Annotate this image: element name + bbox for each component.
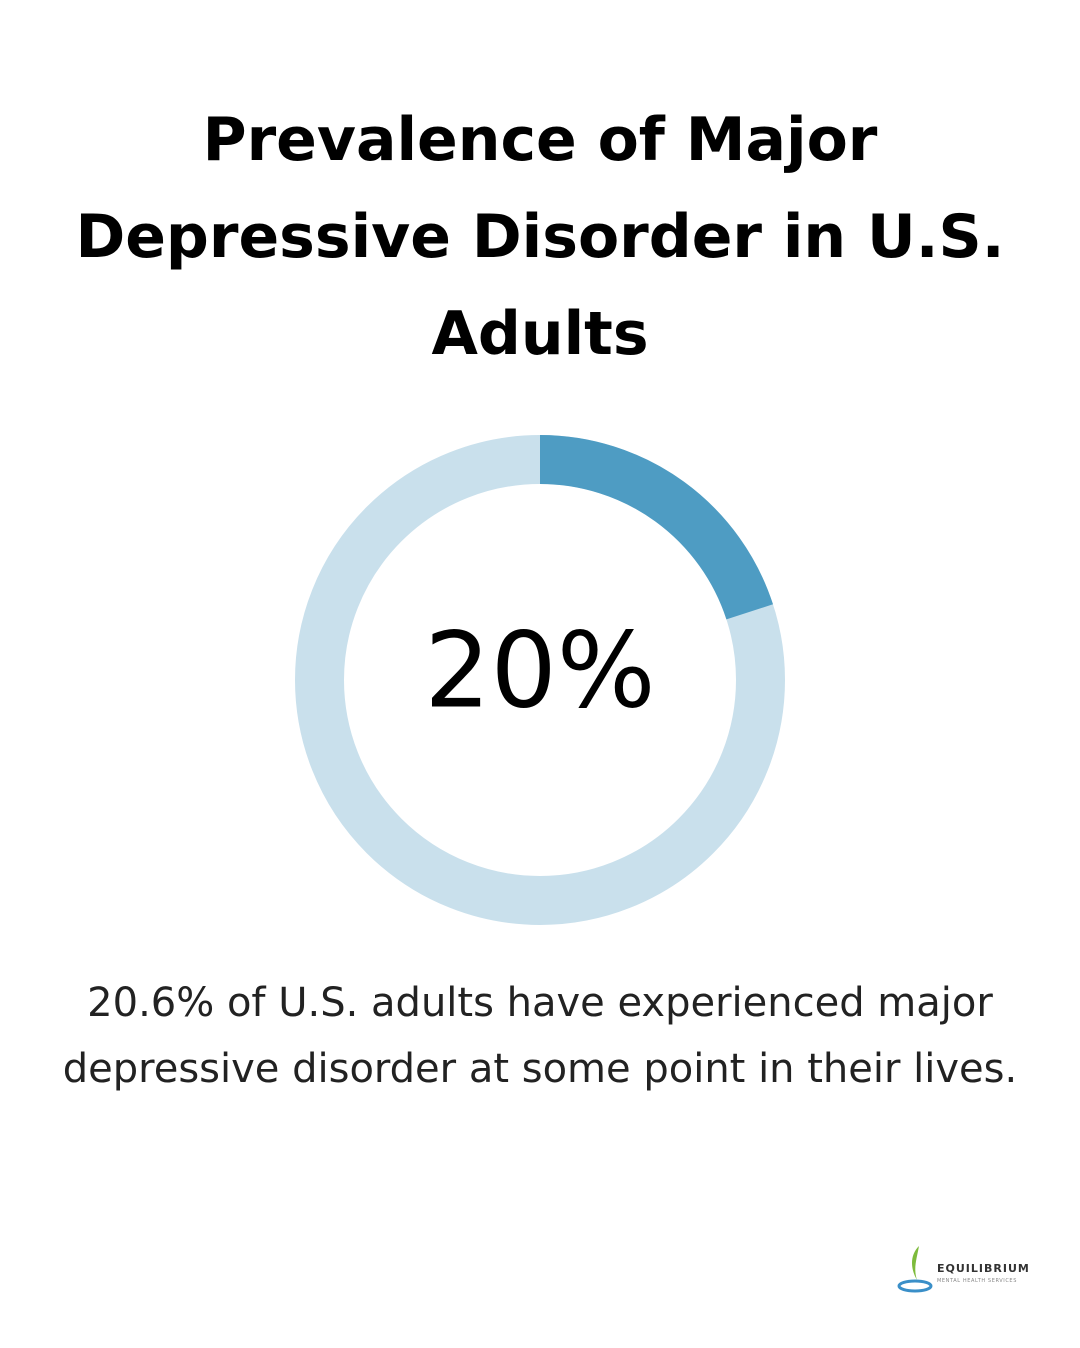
logo-name: EQUILIBRIUM bbox=[937, 1262, 1030, 1275]
logo-ripple bbox=[897, 1279, 933, 1293]
chart: 20% bbox=[295, 435, 785, 925]
logo-leaf bbox=[912, 1246, 919, 1280]
description: 20.6% of U.S. adults have experienced ma… bbox=[62, 980, 1018, 1092]
logo: EQUILIBRIUM MENTAL HEALTH SERVICES bbox=[897, 1246, 1030, 1293]
logo-tagline: MENTAL HEALTH SERVICES bbox=[937, 1278, 1017, 1284]
chart-title: Prevalence of Major Depressive Disorder … bbox=[75, 105, 1005, 369]
value-label: 20% bbox=[424, 609, 655, 731]
donut-segment bbox=[539, 435, 774, 620]
